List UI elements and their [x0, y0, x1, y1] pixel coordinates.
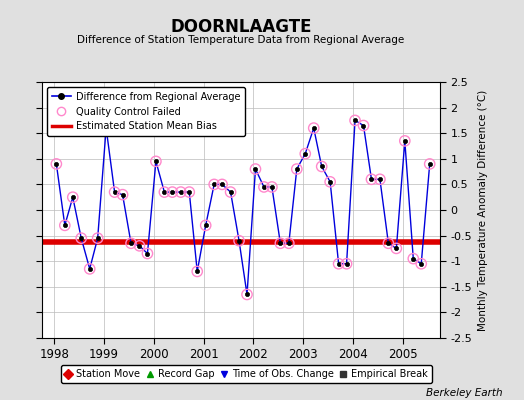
Point [235, 238, 243, 244]
Point [61, 222, 69, 228]
Point [193, 268, 201, 275]
Point [243, 291, 251, 298]
Point [69, 194, 77, 200]
Point [417, 260, 425, 267]
Point [367, 176, 376, 182]
Y-axis label: Monthly Temperature Anomaly Difference (°C): Monthly Temperature Anomaly Difference (… [478, 89, 488, 331]
Point [301, 150, 310, 157]
Point [384, 240, 392, 246]
Point [202, 222, 210, 228]
Point [351, 117, 359, 124]
Point [127, 240, 135, 246]
Point [77, 235, 85, 241]
Point [401, 138, 409, 144]
Point [310, 125, 318, 131]
Point [276, 240, 285, 246]
Point [168, 189, 177, 195]
Point [210, 181, 219, 188]
Point [359, 122, 368, 129]
Point [93, 235, 102, 241]
Text: DOORNLAAGTE: DOORNLAAGTE [170, 18, 312, 36]
Point [334, 260, 343, 267]
Legend: Station Move, Record Gap, Time of Obs. Change, Empirical Break: Station Move, Record Gap, Time of Obs. C… [61, 365, 432, 383]
Text: Berkeley Earth: Berkeley Earth [427, 388, 503, 398]
Point [143, 250, 151, 257]
Point [392, 245, 400, 252]
Point [102, 125, 111, 131]
Point [409, 256, 418, 262]
Point [285, 240, 293, 246]
Point [318, 163, 326, 170]
Text: Difference of Station Temperature Data from Regional Average: Difference of Station Temperature Data f… [78, 35, 405, 45]
Point [292, 166, 301, 172]
Legend: Difference from Regional Average, Quality Control Failed, Estimated Station Mean: Difference from Regional Average, Qualit… [47, 87, 245, 136]
Point [425, 161, 434, 167]
Point [260, 184, 268, 190]
Point [268, 184, 276, 190]
Point [152, 158, 160, 164]
Point [326, 179, 334, 185]
Point [85, 266, 94, 272]
Point [135, 243, 144, 249]
Point [252, 166, 260, 172]
Point [118, 192, 127, 198]
Point [376, 176, 384, 182]
Point [226, 189, 235, 195]
Point [160, 189, 169, 195]
Point [185, 189, 193, 195]
Point [177, 189, 185, 195]
Point [111, 189, 119, 195]
Point [342, 260, 351, 267]
Point [52, 161, 61, 167]
Point [218, 181, 226, 188]
